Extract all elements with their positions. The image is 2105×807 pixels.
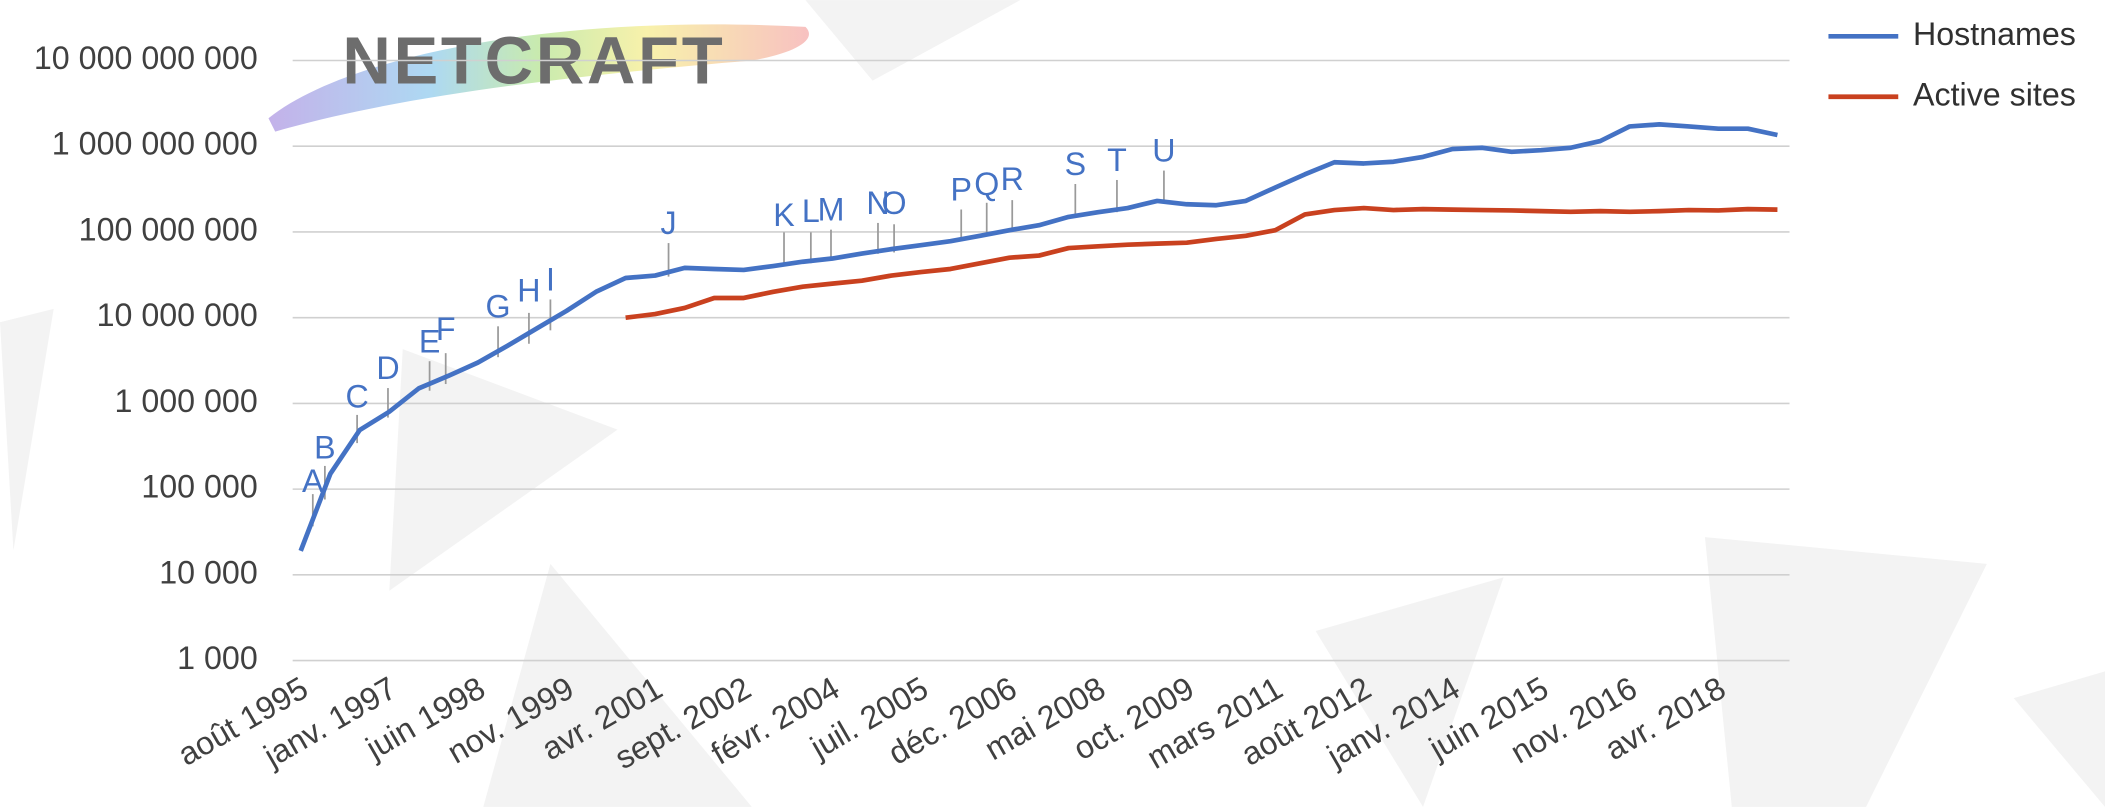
annotation-label: U [1152,133,1175,169]
y-tick-label: 1 000 [177,640,258,676]
bg-shape [805,0,1020,81]
bg-shape [2014,671,2105,807]
annotation-label: F [436,311,456,347]
annotation-label: T [1107,142,1127,178]
annotation-label: J [660,205,676,241]
y-tick-label: 100 000 000 [79,211,258,247]
annotation-label: H [517,272,540,308]
chart: NETCRAFT 1 000 10 000 100 000 1 000 000 10 0… [0,0,2105,807]
annotation-label: B [314,429,335,465]
legend-label: Hostnames [1913,16,2076,52]
logo: NETCRAFT [268,23,808,131]
page: {"logo": "NETCRAFT", "chart_data": { "ty… [0,0,2105,807]
annotation-label: S [1065,146,1086,182]
annotation-label: Q [974,166,999,202]
annotation-label: M [818,192,845,228]
annotation-label: P [950,172,971,208]
y-tick-label: 1 000 000 000 [52,126,258,162]
y-tick-label: 10 000 [159,554,258,590]
annotation-label: G [486,288,511,324]
legend: Hostnames Active sites [1828,16,2075,112]
y-tick-label: 100 000 [141,469,257,505]
annotation-label: K [773,197,795,233]
annotation-label: O [882,185,907,221]
legend-label: Active sites [1913,76,2076,112]
y-tick-label: 1 000 000 [114,383,257,419]
annotation-label: R [1001,161,1024,197]
bg-shape [1705,537,1987,807]
y-tick-label: 10 000 000 [97,297,258,333]
y-tick-label: 10 000 000 000 [34,40,258,76]
annotation-label: D [376,350,399,386]
annotation-label: I [546,262,555,298]
ticks: 1 000 10 000 100 000 1 000 000 10 000 000 100… [34,40,1732,776]
annotation-label: C [345,378,368,414]
bg-shape [0,309,54,551]
